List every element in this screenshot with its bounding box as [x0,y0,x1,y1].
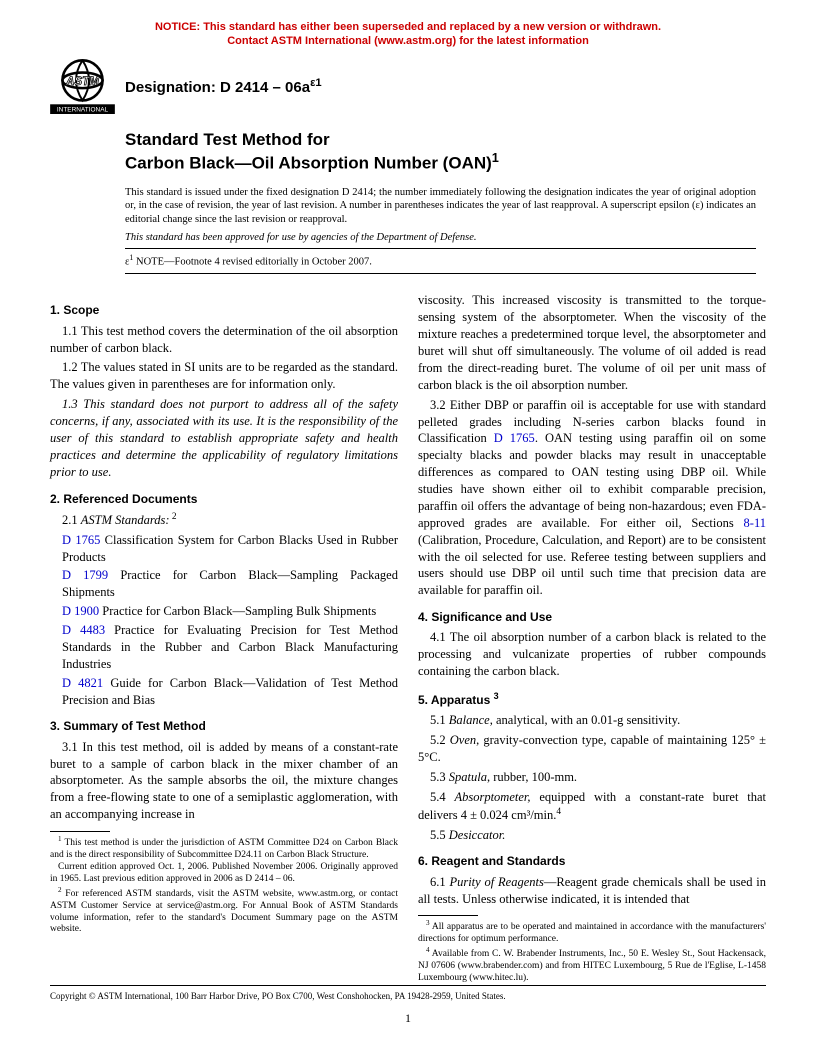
left-column: 1. Scope 1.1 This test method covers the… [50,292,398,985]
ref-link[interactable]: D 1765 [494,431,535,445]
intro-p1: This standard is issued under the fixed … [125,186,756,227]
svg-text:INTERNATIONAL: INTERNATIONAL [57,106,109,113]
apparatus-head: 5. Apparatus 3 [418,690,766,708]
content-columns: 1. Scope 1.1 This test method covers the… [50,292,766,985]
designation-epsilon: ε1 [310,77,322,89]
para-5-1: 5.1 Balance, analytical, with an 0.01-g … [418,712,766,729]
title-line2: Carbon Black—Oil Absorption Number (OAN) [125,154,492,173]
ref-item: D 4821 Guide for Carbon Black—Validation… [62,675,398,709]
ref-link[interactable]: D 4483 [62,623,105,637]
footnote-4: 4 Available from C. W. Brabender Instrum… [418,946,766,985]
footnote-1: 1 This test method is under the jurisdic… [50,835,398,862]
para-3-1-cont: viscosity. This increased viscosity is t… [418,292,766,393]
document-title: Standard Test Method for Carbon Black—Oi… [125,129,766,174]
para-6-1: 6.1 Purity of Reagents—Reagent grade che… [418,874,766,908]
intro-note: ε1 NOTE—Footnote 4 revised editorially i… [125,253,756,269]
title-sup: 1 [492,150,499,165]
ref-link[interactable]: D 1799 [62,568,108,582]
para-1-1: 1.1 This test method covers the determin… [50,323,398,357]
ref-link[interactable]: D 4821 [62,676,103,690]
section-link[interactable]: 8-11 [744,516,766,530]
significance-head: 4. Significance and Use [418,609,766,625]
notice-banner: NOTICE: This standard has either been su… [50,20,766,49]
intro-p2: This standard has been approved for use … [125,231,756,245]
ref-item: D 4483 Practice for Evaluating Precision… [62,622,398,673]
left-footnotes: 1 This test method is under the jurisdic… [50,831,398,936]
reagent-head: 6. Reagent and Standards [418,853,766,869]
footnote-3: 3 All apparatus are to be operated and m… [418,919,766,946]
astm-logo: ASTM INTERNATIONAL [50,59,115,114]
intro-block: This standard is issued under the fixed … [125,186,756,275]
ref-item: D 1799 Practice for Carbon Black—Samplin… [62,567,398,601]
para-1-2: 1.2 The values stated in SI units are to… [50,359,398,393]
right-footnotes: 3 All apparatus are to be operated and m… [418,915,766,985]
footnote-2: 2 For referenced ASTM standards, visit t… [50,886,398,937]
footnote-1b: Current edition approved Oct. 1, 2006. P… [50,862,398,886]
right-column: viscosity. This increased viscosity is t… [418,292,766,985]
scope-head: 1. Scope [50,302,398,318]
para-4-1: 4.1 The oil absorption number of a carbo… [418,629,766,680]
para-5-2: 5.2 Oven, gravity-convection type, capab… [418,732,766,766]
para-3-1: 3.1 In this test method, oil is added by… [50,739,398,823]
ref-link[interactable]: D 1900 [62,604,99,618]
para-5-5: 5.5 Desiccator. [418,827,766,844]
notice-line1: NOTICE: This standard has either been su… [155,21,661,33]
title-line1: Standard Test Method for [125,130,330,149]
refdocs-head: 2. Referenced Documents [50,491,398,507]
ref-item: D 1900 Practice for Carbon Black—Samplin… [62,603,398,620]
para-5-4: 5.4 Absorptometer, equipped with a const… [418,789,766,824]
header-row: ASTM INTERNATIONAL Designation: D 2414 –… [50,59,766,114]
ref-link[interactable]: D 1765 [62,533,100,547]
para-2-1: 2.1 ASTM Standards: 2 [50,511,398,529]
designation-label: Designation: D 2414 – 06a [125,79,310,96]
para-5-3: 5.3 Spatula, rubber, 100-mm. [418,769,766,786]
summary-head: 3. Summary of Test Method [50,718,398,734]
para-1-3: 1.3 This standard does not purport to ad… [50,396,398,480]
notice-line2: Contact ASTM International (www.astm.org… [227,35,589,47]
para-3-2: 3.2 Either DBP or paraffin oil is accept… [418,397,766,600]
ref-item: D 1765 Classification System for Carbon … [62,532,398,566]
copyright: Copyright © ASTM International, 100 Barr… [50,985,766,1001]
designation: Designation: D 2414 – 06aε1 [125,77,322,96]
page-number: 1 [0,1011,816,1026]
svg-text:ASTM: ASTM [65,74,99,87]
